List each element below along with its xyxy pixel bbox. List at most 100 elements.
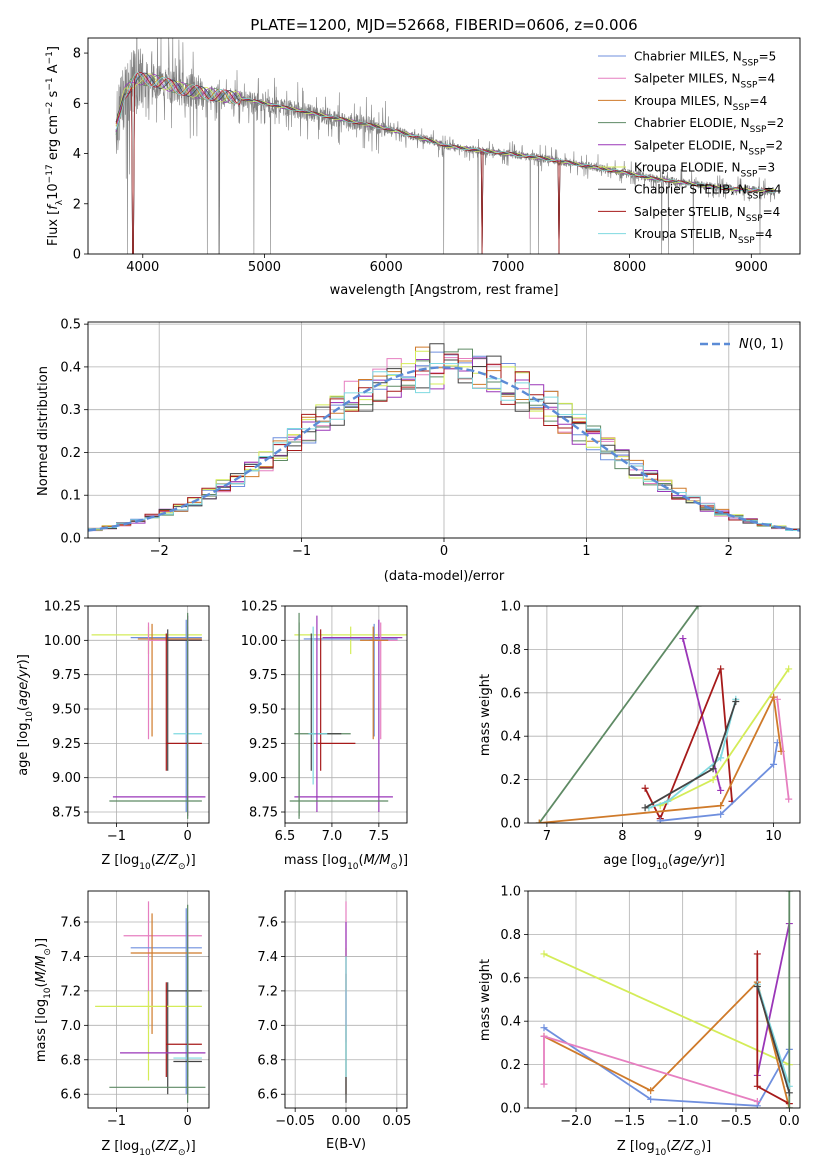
y-tick-label: 0.6 xyxy=(500,686,521,701)
weight-marker xyxy=(656,817,664,823)
legend-label-7: Salpeter STELIB, NSSP=4 xyxy=(634,205,780,224)
mass-ebv-axes: −0.05 0.00 0.05 6.6 6.8 7.0 7.2 7.4 7.6 xyxy=(257,890,411,1129)
x-tick-label: −2 xyxy=(150,544,169,559)
model-line-8 xyxy=(115,71,776,193)
x-tick-label: 6.5 xyxy=(275,829,296,844)
spectrum-xlabel: wavelength [Angstrom, rest frame] xyxy=(330,283,559,298)
weight-marker xyxy=(753,1082,761,1090)
weight-z-ylabel: mass weight xyxy=(478,959,493,1041)
age-z-xlabel: Z [log10(Z/Z⊙)] xyxy=(101,853,195,872)
weight-marker xyxy=(717,786,725,794)
axes-frame xyxy=(527,605,801,824)
weight-marker xyxy=(540,1032,548,1040)
weight-series-4 xyxy=(756,923,791,1076)
x-tick-label: 1 xyxy=(582,544,590,559)
weight-marker xyxy=(679,635,687,643)
mass-z-axes: −1 0 6.6 6.8 7.0 7.2 7.4 7.6 xyxy=(60,890,210,1129)
y-tick-label: 7.6 xyxy=(257,916,278,931)
legend-label-3: Chabrier ELODIE, NSSP=2 xyxy=(634,116,784,135)
y-tick-label: 0.5 xyxy=(60,318,81,333)
weight-marker xyxy=(694,606,702,610)
y-tick-label: 9.00 xyxy=(52,771,81,786)
spectrum-title: PLATE=1200, MJD=52668, FIBERID=0606, z=0… xyxy=(250,16,637,34)
y-tick-label: 0.6 xyxy=(500,971,521,986)
x-tick-label: −0.05 xyxy=(275,1114,315,1129)
y-tick-label: 7.0 xyxy=(257,1019,278,1034)
x-tick-label: −1 xyxy=(107,829,126,844)
normal-curve xyxy=(88,366,800,532)
weight-marker xyxy=(717,802,725,810)
mass-z-ylabel: mass [log10(M/M⊙)] xyxy=(34,938,53,1062)
weight-marker xyxy=(785,891,793,895)
y-tick-label: 4 xyxy=(73,147,81,162)
y-tick-label: 10.00 xyxy=(44,634,81,649)
y-tick-label: 2 xyxy=(73,197,81,212)
weight-marker xyxy=(717,665,725,673)
legend-label-6: Chabrier STELIB, NSSP=4 xyxy=(634,183,782,202)
mass-z-xlabel: Z [log10(Z/Z⊙)] xyxy=(101,1139,195,1158)
weight-series-6 xyxy=(660,742,779,822)
weight-marker xyxy=(641,784,649,792)
weight-marker xyxy=(753,982,761,990)
weight-marker xyxy=(773,695,781,703)
y-tick-label: 10.25 xyxy=(241,600,278,615)
x-tick-label: 0.0 xyxy=(779,1114,800,1129)
weight-series-7 xyxy=(539,694,782,823)
y-tick-label: 6.8 xyxy=(257,1053,278,1068)
legend-label-5: Kroupa ELODIE, NSSP=3 xyxy=(634,161,775,180)
spectrum-ylabel: Flux [fλ10−17 erg cm−2 s−1 A−1] xyxy=(45,46,65,246)
x-tick-label: 0 xyxy=(184,1114,192,1129)
weight-marker xyxy=(753,1097,761,1105)
weight-z-axes: −2.0 −1.5 −1.0 −0.5 0.0 0.0 0.2 0.4 0.6 0.8 1.0 xyxy=(500,885,801,1129)
x-tick-label: 10 xyxy=(765,829,782,844)
weight-marker xyxy=(647,1095,655,1103)
age-mass-axes: 6.5 7.0 7.5 8.75 9.00 9.25 9.50 9.75 10.00 10.25 xyxy=(241,600,408,844)
weight-age-ylabel: mass weight xyxy=(478,674,493,756)
y-tick-label: 0.2 xyxy=(500,773,521,788)
spectrum-axes: 4000 5000 6000 7000 8000 9000 0 2 4 6 8 xyxy=(73,37,801,275)
weight-marker xyxy=(785,795,793,803)
weight-marker xyxy=(717,810,725,818)
weight-marker xyxy=(540,1024,548,1032)
legend-normal-label: N(0, 1) xyxy=(739,337,784,352)
legend-label-4: Salpeter ELODIE, NSSP=2 xyxy=(634,138,783,157)
x-tick-label: 2 xyxy=(725,544,733,559)
weight-marker xyxy=(540,1080,548,1088)
x-tick-label: 5000 xyxy=(248,260,281,275)
x-tick-label: 0 xyxy=(184,829,192,844)
weight-marker xyxy=(709,776,717,784)
age-z-ylabel: age [log10(age/yr)] xyxy=(16,654,35,776)
y-tick-label: 7.2 xyxy=(257,984,278,999)
weight-series-1 xyxy=(543,1026,791,1107)
y-tick-label: 0.0 xyxy=(500,817,521,832)
y-tick-label: 9.50 xyxy=(52,703,81,718)
y-tick-label: 0.4 xyxy=(60,360,81,375)
x-tick-label: 7 xyxy=(543,829,551,844)
weight-marker xyxy=(770,693,778,701)
y-tick-label: 6.6 xyxy=(257,1088,278,1103)
model-line-4 xyxy=(115,73,776,193)
x-tick-label: 9 xyxy=(694,829,702,844)
y-tick-label: 7.4 xyxy=(257,950,278,965)
y-tick-label: 9.75 xyxy=(249,668,278,683)
y-tick-label: 1.0 xyxy=(500,600,521,615)
y-tick-label: 0.2 xyxy=(500,1058,521,1073)
weight-series-2 xyxy=(644,668,733,821)
legend-label-0: Chabrier MILES, NSSP=5 xyxy=(634,50,776,69)
y-tick-label: 8.75 xyxy=(52,806,81,821)
y-tick-label: 0.1 xyxy=(60,489,81,504)
axes-frame xyxy=(87,37,801,255)
y-tick-label: 0 xyxy=(73,248,81,263)
weight-age-axes: 7 8 9 10 0.0 0.2 0.4 0.6 0.8 1.0 xyxy=(500,600,801,844)
x-tick-label: 7.5 xyxy=(369,829,390,844)
y-tick-label: 9.75 xyxy=(52,668,81,683)
residuals-xlabel: (data-model)/error xyxy=(384,569,505,584)
axes-frame xyxy=(87,605,210,824)
x-tick-label: 8000 xyxy=(613,260,646,275)
x-tick-label: 4000 xyxy=(126,260,159,275)
x-tick-label: 0.05 xyxy=(382,1114,411,1129)
y-tick-label: 0.3 xyxy=(60,403,81,418)
weight-z-xlabel: Z [log10(Z/Z⊙)] xyxy=(617,1139,711,1158)
x-tick-label: 8 xyxy=(618,829,626,844)
weight-marker xyxy=(709,765,717,773)
